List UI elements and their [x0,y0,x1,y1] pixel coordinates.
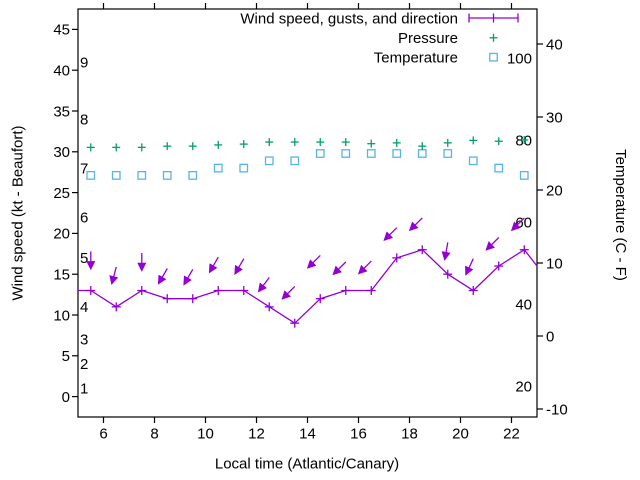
legend-label: Temperature [374,49,458,66]
temperature-point [264,156,274,166]
wind-direction-arrow [306,254,321,269]
beaufort-scale-label: 4 [80,299,88,316]
y-axis-title: Wind speed (kt - Beaufort) [9,125,26,300]
wind-direction-arrow [183,268,194,286]
beaufort-scale-label: 1 [80,381,88,398]
temperature-point [239,163,249,173]
wind-direction-arrow [357,260,372,275]
wind-direction-arrow [465,258,474,276]
x-axis-title: Local time (Atlantic/Canary) [215,455,399,472]
y-tick-label: 0 [62,389,70,406]
temperature-point [392,149,402,158]
temperature-series [86,149,529,180]
legend-label: Pressure [398,30,458,47]
x-tick-label: 22 [503,425,520,442]
y2-tick-label: 30 [546,109,563,126]
temperature-point [137,170,147,180]
temperature-point [111,170,121,180]
x-tick-label: 10 [197,425,214,442]
y-tick-label: 30 [53,144,70,161]
temperature-point [468,156,478,166]
beaufort-scale-label: 6 [80,209,88,226]
temperature-point [519,170,529,180]
x-tick-label: 8 [150,425,158,442]
wind-direction-arrow [234,258,245,275]
wind-direction-arrow [510,217,525,232]
y-tick-label: 45 [53,22,70,39]
y2-tick-label: 0 [546,328,554,345]
legend: Wind speed, gusts, and direction Pressure… [240,10,519,66]
y-tick-label: 15 [53,266,70,283]
wind-direction-arrow [109,266,119,286]
right-inner-scale-label: 40 [515,296,532,313]
beaufort-scale-label: 7 [80,160,88,177]
y-tick-label: 25 [53,185,70,202]
wind-direction-arrow [332,261,347,276]
temperature-point [213,163,223,173]
y-tick-label: 5 [62,348,70,365]
wind-direction-arrow [485,237,500,251]
beaufort-scale-label: 5 [80,250,88,267]
y2-tick-label: 10 [546,255,563,272]
temperature-point [366,149,376,158]
y2-tick-label: 40 [546,36,563,53]
wind-speed-line [78,248,538,325]
x-tick-label: 16 [350,425,367,442]
y-tick-label: 20 [53,226,70,243]
beaufort-scale-label: 9 [80,54,88,71]
x-tick-label: 14 [299,425,316,442]
wind-series [78,245,538,328]
y-tick-label: 35 [53,103,70,120]
beaufort-scale-label: 3 [80,332,88,349]
y2-tick-label: -10 [546,401,568,418]
y2-tick-label: 20 [546,182,563,199]
temperature-point [315,149,325,158]
wind-direction-arrow [383,227,398,241]
temperature-point [341,149,351,158]
legend-temperature-sample [489,52,498,62]
right-inner-scale-label: 60 [515,214,532,231]
temperature-point [290,156,300,166]
wind-direction-arrow [441,242,451,261]
wind-direction-arrow [257,277,270,293]
x-tick-label: 18 [401,425,418,442]
x-tick-label: 12 [248,425,265,442]
x-tick-label: 6 [99,425,107,442]
temperature-point [86,170,96,180]
temperature-point [443,149,453,158]
temperature-point [494,163,504,173]
beaufort-scale-label: 8 [80,111,88,128]
x-tick-label: 20 [452,425,469,442]
temperature-point [188,170,198,180]
pressure-series [86,136,529,152]
wind-direction-arrow [281,285,296,300]
y2-axis-title: Temperature (C - F) [612,149,629,281]
wind-direction-arrows [86,217,525,300]
wind-direction-arrow [157,268,168,285]
axes: 6 8 10 12 14 16 18 20 22051015202530354045-10010… [9,3,629,472]
legend-label: Wind speed, gusts, and direction [240,10,458,27]
wind-direction-arrow [208,256,219,274]
right-inner-scale-label: 20 [515,378,532,395]
temperature-point [162,170,172,180]
wind-direction-arrow [408,217,423,232]
beaufort-scale-label: 2 [80,356,88,373]
y-tick-label: 10 [53,307,70,324]
y-tick-label: 40 [53,62,70,79]
right-inner-scale-label: 100 [507,50,532,67]
